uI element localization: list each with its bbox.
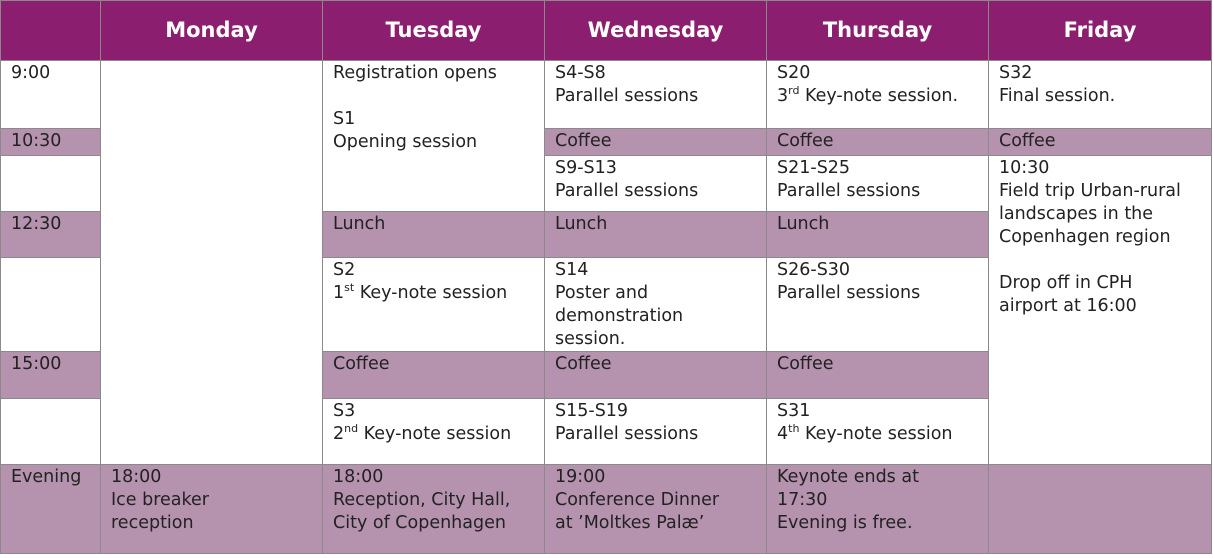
session-label: Poster and [555,283,649,303]
event-time: 17:30 [777,490,828,510]
monday-day-cell [100,60,323,465]
session-label: Parallel sessions [555,181,699,201]
session-code: S4-S8 [555,63,606,83]
day-header-monday: Monday [100,0,323,61]
coffee-cell: Coffee [544,128,767,156]
schedule-row-1530: S3 2nd Key-note session S15-S19 Parallel… [0,398,1212,465]
event-label: at ’Moltkes Palæ’ [555,513,705,533]
session-cell: S14 Poster and demonstration session. [544,257,767,352]
session-label: 4th Key-note session [777,422,953,444]
event-label: Keynote ends at [777,467,919,487]
evening-cell: Keynote ends at 17:30 Evening is free. [766,464,989,554]
schedule-row-1100: S9-S13 Parallel sessions S21-S25 Paralle… [0,155,1212,465]
session-code: S9-S13 [555,158,617,178]
day-header-tuesday: Tuesday [322,0,545,61]
session-cell: S15-S19 Parallel sessions [544,398,767,465]
session-code: S20 [777,63,811,83]
session-cell: S21-S25 Parallel sessions [766,155,989,212]
schedule-row-1500: 15:00 Coffee Coffee Coffee [0,351,1212,399]
session-label: Registration opens [333,63,497,83]
event-time: 18:00 [111,467,162,487]
time-cell-empty [0,398,101,465]
day-header-wednesday: Wednesday [544,0,767,61]
session-cell: S3 2nd Key-note session [322,398,545,465]
event-label: Reception, City Hall, [333,490,511,510]
session-cell: S20 3rd Key-note session. [766,60,989,129]
coffee-cell: Coffee [766,128,989,156]
coffee-cell: Coffee [766,351,989,399]
lunch-cell: Lunch [766,211,989,258]
time-cell: 15:00 [0,351,101,399]
event-label: Conference Dinner [555,490,720,510]
trip-label: Copenhagen region [999,227,1171,247]
session-label: Parallel sessions [777,181,921,201]
session-label: Parallel sessions [555,424,699,444]
time-cell: 10:30 [0,128,101,156]
day-header-thursday: Thursday [766,0,989,61]
session-label: Final session. [999,86,1116,106]
trip-label: landscapes in the [999,204,1154,224]
header-row: Monday Tuesday Wednesday Thursday Friday [0,0,1212,61]
time-cell-empty [0,155,101,212]
session-label: Parallel sessions [555,86,699,106]
schedule-row-1030: 10:30 Coffee Coffee Coffee [0,128,1212,156]
tuesday-morning-cell: Registration opens S1 Opening session [322,60,545,212]
day-header-friday: Friday [988,0,1212,61]
time-cell: Evening [0,464,101,554]
session-code: S14 [555,260,589,280]
session-code: S21-S25 [777,158,851,178]
schedule-row-evening: Evening 18:00 Ice breaker reception 18:0… [0,464,1212,554]
trip-label: Field trip Urban-rural [999,181,1181,201]
event-time: 18:00 [333,467,384,487]
session-code: S31 [777,401,811,421]
lunch-cell: Lunch [322,211,545,258]
schedule-row-1330: S2 1st Key-note session S14 Poster and d… [0,257,1212,352]
time-cell: 9:00 [0,60,101,129]
event-label: City of Copenhagen [333,513,506,533]
time-cell: 12:30 [0,211,101,258]
session-code: S15-S19 [555,401,629,421]
coffee-cell: Coffee [322,351,545,399]
session-code: S1 [333,109,356,129]
session-code: S26-S30 [777,260,851,280]
event-label: Evening is free. [777,513,913,533]
session-cell: S4-S8 Parallel sessions [544,60,767,129]
event-label: reception [111,513,194,533]
coffee-cell: Coffee [988,128,1212,156]
session-cell: S26-S30 Parallel sessions [766,257,989,352]
session-code: S32 [999,63,1033,83]
evening-cell: 19:00 Conference Dinner at ’Moltkes Palæ… [544,464,767,554]
trip-note: airport at 16:00 [999,296,1137,316]
event-label: Ice breaker [111,490,209,510]
evening-cell: 18:00 Reception, City Hall, City of Cope… [322,464,545,554]
schedule-row-0900: 9:00 Registration opens S1 Opening sessi… [0,60,1212,465]
session-cell: S2 1st Key-note session [322,257,545,352]
trip-note: Drop off in CPH [999,273,1133,293]
session-cell: S31 4th Key-note session [766,398,989,465]
friday-field-trip-cell: 10:30 Field trip Urban-rural landscapes … [988,155,1212,465]
coffee-cell: Coffee [544,351,767,399]
session-label: session. [555,329,626,349]
session-code: S2 [333,260,356,280]
session-label: Opening session [333,132,478,152]
session-code: S3 [333,401,356,421]
session-label: 2nd Key-note session [333,422,512,444]
session-cell: S9-S13 Parallel sessions [544,155,767,212]
lunch-cell: Lunch [544,211,767,258]
event-time: 19:00 [555,467,606,487]
session-label: 3rd Key-note session. [777,84,959,106]
evening-cell: 18:00 Ice breaker reception [100,464,323,554]
time-cell-empty [0,257,101,352]
corner-cell [0,0,101,61]
trip-time: 10:30 [999,158,1050,178]
evening-cell-empty [988,464,1212,554]
session-label: 1st Key-note session [333,281,508,303]
session-cell: S32 Final session. [988,60,1212,129]
session-label: Parallel sessions [777,283,921,303]
session-label: demonstration [555,306,684,326]
